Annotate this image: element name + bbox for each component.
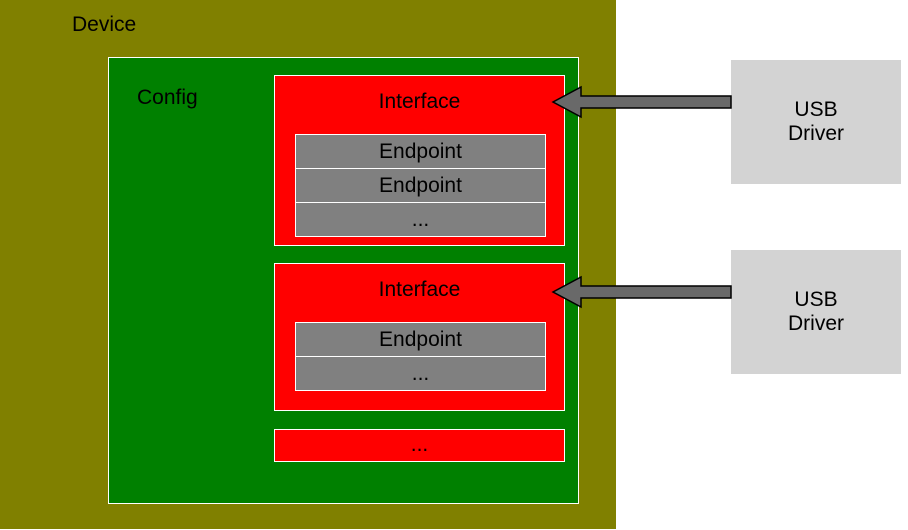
arrow-1 — [536, 275, 748, 309]
arrow-0 — [536, 85, 748, 119]
endpoint-row: Endpoint — [295, 134, 546, 169]
interface-more-box: ... — [274, 429, 565, 462]
endpoint-row: Endpoint — [295, 168, 546, 203]
interface-box-1: Interface Endpoint ... — [274, 263, 565, 411]
usb-driver-label-line2: Driver — [731, 312, 901, 336]
endpoint-row: ... — [295, 356, 546, 391]
usb-driver-box-0: USB Driver — [731, 60, 901, 184]
interface-more-label: ... — [411, 433, 429, 456]
usb-driver-label-line1: USB — [731, 98, 901, 122]
device-label: Device — [72, 13, 136, 37]
interface-box-0: Interface Endpoint Endpoint ... — [274, 75, 565, 246]
usb-driver-label-line1: USB — [731, 288, 901, 312]
interface-label-1: Interface — [275, 278, 564, 302]
interface-label-0: Interface — [275, 90, 564, 114]
endpoint-stack-0: Endpoint Endpoint ... — [295, 134, 546, 237]
config-label: Config — [137, 86, 198, 110]
usb-driver-label-line2: Driver — [731, 122, 901, 146]
endpoint-row: Endpoint — [295, 322, 546, 357]
usb-driver-box-1: USB Driver — [731, 250, 901, 374]
endpoint-row: ... — [295, 202, 546, 237]
endpoint-stack-1: Endpoint ... — [295, 322, 546, 391]
